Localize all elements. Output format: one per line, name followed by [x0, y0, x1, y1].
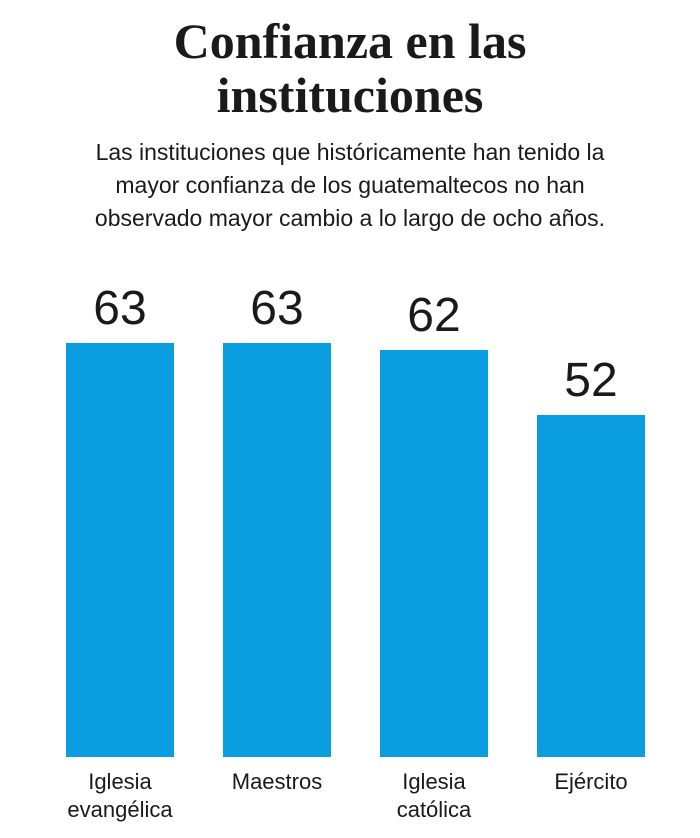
value-label: 63: [250, 282, 304, 336]
x-tick-label: Iglesia evangélica: [67, 769, 173, 822]
bar: [223, 343, 331, 757]
value-label: 62: [407, 288, 461, 342]
chart-subtitle: Las instituciones que históricamente han…: [94, 139, 606, 231]
bar: [66, 343, 174, 757]
bar: [537, 415, 645, 757]
value-label: 63: [93, 282, 147, 336]
value-label: 52: [564, 354, 618, 408]
bar: [380, 349, 488, 757]
chart-title: Confianza en las instituciones: [173, 13, 527, 123]
x-tick-label: Iglesia católica: [396, 769, 472, 822]
x-tick-label: Maestros: [231, 769, 323, 794]
x-tick-label: Ejército: [554, 769, 628, 794]
